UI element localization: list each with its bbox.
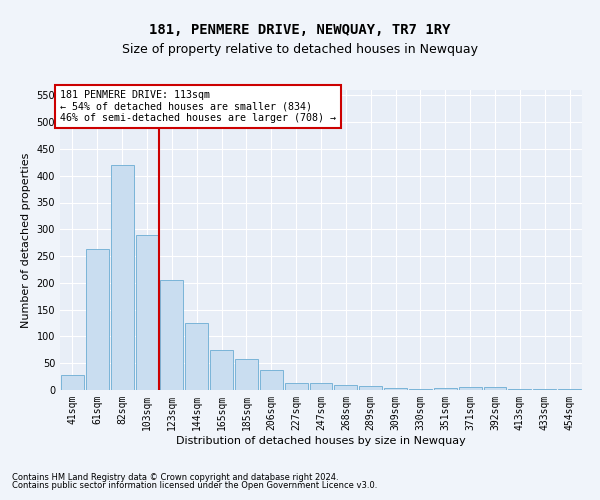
- Bar: [434, 388, 457, 390]
- Text: 181, PENMERE DRIVE, NEWQUAY, TR7 1RY: 181, PENMERE DRIVE, NEWQUAY, TR7 1RY: [149, 22, 451, 36]
- Y-axis label: Number of detached properties: Number of detached properties: [21, 152, 31, 328]
- Bar: [185, 323, 208, 390]
- Bar: [409, 389, 432, 390]
- Bar: [384, 388, 407, 390]
- Bar: [558, 389, 581, 390]
- Bar: [111, 165, 134, 390]
- Bar: [136, 234, 158, 390]
- Bar: [86, 249, 109, 390]
- Text: Size of property relative to detached houses in Newquay: Size of property relative to detached ho…: [122, 42, 478, 56]
- Text: Contains HM Land Registry data © Crown copyright and database right 2024.: Contains HM Land Registry data © Crown c…: [12, 472, 338, 482]
- Bar: [210, 350, 233, 390]
- Bar: [260, 370, 283, 390]
- Bar: [160, 280, 183, 390]
- Bar: [310, 383, 332, 390]
- Bar: [508, 389, 531, 390]
- Bar: [484, 388, 506, 390]
- Bar: [235, 359, 258, 390]
- Bar: [533, 389, 556, 390]
- Bar: [61, 375, 84, 390]
- X-axis label: Distribution of detached houses by size in Newquay: Distribution of detached houses by size …: [176, 436, 466, 446]
- Bar: [285, 383, 308, 390]
- Bar: [359, 386, 382, 390]
- Bar: [459, 387, 482, 390]
- Bar: [334, 385, 357, 390]
- Text: 181 PENMERE DRIVE: 113sqm
← 54% of detached houses are smaller (834)
46% of semi: 181 PENMERE DRIVE: 113sqm ← 54% of detac…: [60, 90, 336, 123]
- Text: Contains public sector information licensed under the Open Government Licence v3: Contains public sector information licen…: [12, 481, 377, 490]
